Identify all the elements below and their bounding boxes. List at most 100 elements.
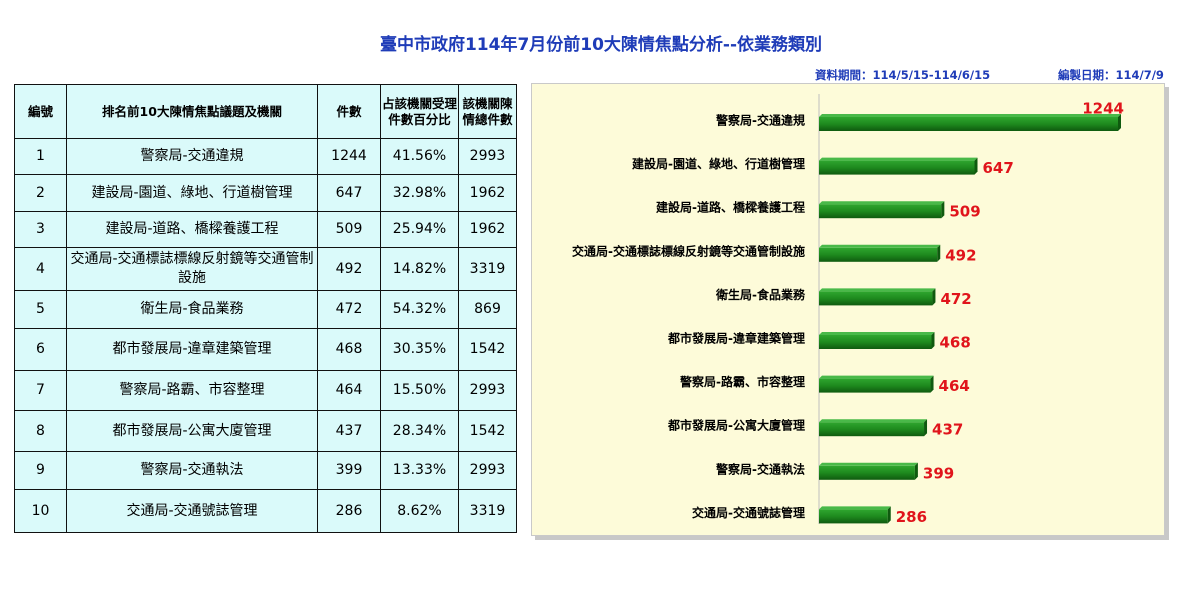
row-total: 2993 — [458, 451, 517, 490]
table-row: 4 交通局-交通標誌標線反射鏡等交通管制設施 492 14.82% 3319 — [14, 247, 517, 291]
row-number: 4 — [14, 247, 67, 291]
category-label: 衛生局-食品業務 — [715, 287, 806, 302]
value-label: 1244 — [1082, 100, 1124, 118]
bar-top-face — [819, 288, 936, 292]
bar-top-face — [819, 506, 891, 510]
category-label: 警察局-交通違規 — [715, 113, 805, 128]
row-count: 509 — [317, 211, 381, 248]
row-count: 1244 — [317, 138, 381, 175]
category-label: 建設局-園道、綠地、行道樹管理 — [631, 156, 805, 171]
row-percent: 32.98% — [380, 174, 459, 212]
bar — [819, 247, 938, 262]
value-label: 437 — [932, 421, 963, 439]
row-total: 869 — [458, 290, 517, 329]
row-count: 492 — [317, 247, 381, 291]
row-issue: 建設局-道路、橋樑養護工程 — [66, 211, 318, 248]
row-percent: 15.50% — [380, 370, 459, 411]
category-label: 都市發展局-違章建築管理 — [667, 331, 805, 346]
row-count: 464 — [317, 370, 381, 411]
row-issue: 警察局-路霸、市容整理 — [66, 370, 318, 411]
table-header-row: 編號 排名前10大陳情焦點議題及機關 件數 占該機關受理件數百分比 該機關陳情總… — [14, 84, 517, 139]
row-issue: 警察局-交通執法 — [66, 451, 318, 490]
bar — [819, 465, 915, 480]
row-total: 3319 — [458, 489, 517, 533]
row-percent: 28.34% — [380, 410, 459, 452]
category-label: 建設局-道路、橋樑養護工程 — [655, 200, 805, 215]
row-count: 437 — [317, 410, 381, 452]
bar-side-face — [974, 157, 978, 175]
bar-side-face — [937, 244, 941, 262]
category-label: 警察局-路霸、市容整理 — [679, 374, 805, 389]
bar — [819, 117, 1118, 131]
header-count: 件數 — [317, 84, 381, 139]
table-row: 10 交通局-交通號誌管理 286 8.62% 3319 — [14, 489, 517, 533]
row-total: 2993 — [458, 138, 517, 175]
header-total: 該機關陳情總件數 — [458, 84, 517, 139]
table-row: 7 警察局-路霸、市容整理 464 15.50% 2993 — [14, 370, 517, 411]
header-percent: 占該機關受理件數百分比 — [380, 84, 459, 139]
bar-side-face — [931, 332, 935, 349]
row-number: 3 — [14, 211, 67, 248]
row-number: 10 — [14, 489, 67, 533]
category-label: 都市發展局-公寓大廈管理 — [667, 418, 805, 433]
row-count: 286 — [317, 489, 381, 533]
row-number: 5 — [14, 290, 67, 329]
bar — [819, 422, 925, 437]
value-label: 399 — [923, 464, 954, 482]
bar-side-face — [941, 201, 945, 219]
table-row: 5 衛生局-食品業務 472 54.32% 869 — [14, 290, 517, 329]
row-percent: 30.35% — [380, 328, 459, 371]
row-percent: 13.33% — [380, 451, 459, 490]
table-row: 9 警察局-交通執法 399 13.33% 2993 — [14, 451, 517, 490]
row-number: 8 — [14, 410, 67, 452]
row-total: 3319 — [458, 247, 517, 291]
bar-side-face — [1118, 114, 1121, 131]
value-label: 472 — [940, 290, 971, 308]
bar-top-face — [819, 201, 945, 205]
row-total: 1962 — [458, 211, 517, 248]
bar-top-face — [819, 332, 935, 335]
value-label: 509 — [949, 203, 980, 221]
header-issue: 排名前10大陳情焦點議題及機關 — [66, 84, 318, 139]
ranking-table: 編號 排名前10大陳情焦點議題及機關 件數 占該機關受理件數百分比 該機關陳情總… — [14, 84, 517, 533]
bar-side-face — [914, 462, 918, 480]
row-percent: 14.82% — [380, 247, 459, 291]
value-label: 468 — [939, 334, 970, 352]
row-percent: 25.94% — [380, 211, 459, 248]
bar — [819, 335, 932, 349]
bar — [819, 160, 975, 175]
made-date: 編製日期：114/7/9 — [1058, 68, 1164, 82]
bar-chart: 警察局-交通違規 1244 建設局-園道、綠地、行道樹管理 647 建設局-道路、橋樑養… — [572, 94, 1124, 526]
value-label: 647 — [983, 159, 1014, 177]
table-row: 8 都市發展局-公寓大廈管理 437 28.34% 1542 — [14, 410, 517, 452]
bar — [819, 509, 888, 524]
row-number: 1 — [14, 138, 67, 175]
category-label: 交通局-交通號誌管理 — [692, 505, 805, 520]
row-percent: 8.62% — [380, 489, 459, 533]
bar — [819, 204, 942, 219]
value-label: 286 — [896, 508, 927, 526]
row-number: 6 — [14, 328, 67, 371]
row-issue: 都市發展局-違章建築管理 — [66, 328, 318, 371]
row-issue: 都市發展局-公寓大廈管理 — [66, 410, 318, 452]
row-total: 1542 — [458, 410, 517, 452]
bar-side-face — [930, 375, 934, 393]
row-total: 2993 — [458, 370, 517, 411]
bar-top-face — [819, 375, 934, 379]
bar-side-face — [887, 506, 891, 524]
bar — [819, 291, 933, 306]
row-count: 399 — [317, 451, 381, 490]
data-period: 資料期間：114/5/15-114/6/15 — [815, 68, 991, 82]
category-label: 警察局-交通執法 — [715, 461, 805, 476]
bar-side-face — [932, 288, 936, 306]
row-issue: 衛生局-食品業務 — [66, 290, 318, 329]
table-row: 2 建設局-園道、綠地、行道樹管理 647 32.98% 1962 — [14, 174, 517, 212]
table-row: 1 警察局-交通違規 1244 41.56% 2993 — [14, 138, 517, 175]
bar-top-face — [819, 419, 928, 423]
bar-side-face — [924, 419, 928, 437]
value-label: 464 — [939, 377, 970, 395]
row-number: 9 — [14, 451, 67, 490]
bar-top-face — [819, 114, 1121, 117]
bar-top-face — [819, 244, 941, 248]
row-percent: 41.56% — [380, 138, 459, 175]
